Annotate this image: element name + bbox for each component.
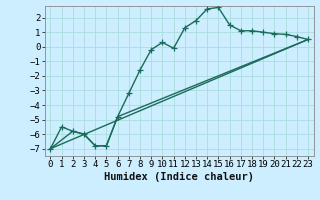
X-axis label: Humidex (Indice chaleur): Humidex (Indice chaleur) bbox=[104, 172, 254, 182]
